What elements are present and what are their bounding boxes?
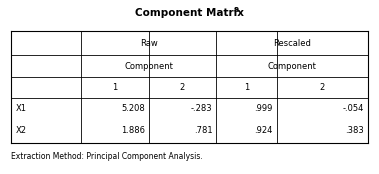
Text: Component: Component: [268, 62, 316, 71]
Text: 1: 1: [112, 83, 117, 92]
Text: X1: X1: [16, 104, 27, 113]
Text: .924: .924: [255, 126, 273, 136]
Text: .383: .383: [345, 126, 364, 136]
Text: a: a: [234, 5, 239, 14]
Text: X2: X2: [16, 126, 27, 136]
Text: .999: .999: [255, 104, 273, 113]
Text: Extraction Method: Principal Component Analysis.: Extraction Method: Principal Component A…: [11, 152, 203, 161]
Text: 2: 2: [319, 83, 325, 92]
Text: Rescaled: Rescaled: [273, 39, 311, 48]
Text: 5.208: 5.208: [121, 104, 145, 113]
Text: Raw: Raw: [139, 39, 157, 48]
Text: -.054: -.054: [343, 104, 364, 113]
Text: -.283: -.283: [191, 104, 212, 113]
Text: 1: 1: [244, 83, 249, 92]
Text: Component Matrix: Component Matrix: [135, 8, 244, 18]
Text: Component: Component: [124, 62, 173, 71]
Text: 2: 2: [180, 83, 185, 92]
Text: .781: .781: [194, 126, 212, 136]
Text: 1.886: 1.886: [121, 126, 145, 136]
